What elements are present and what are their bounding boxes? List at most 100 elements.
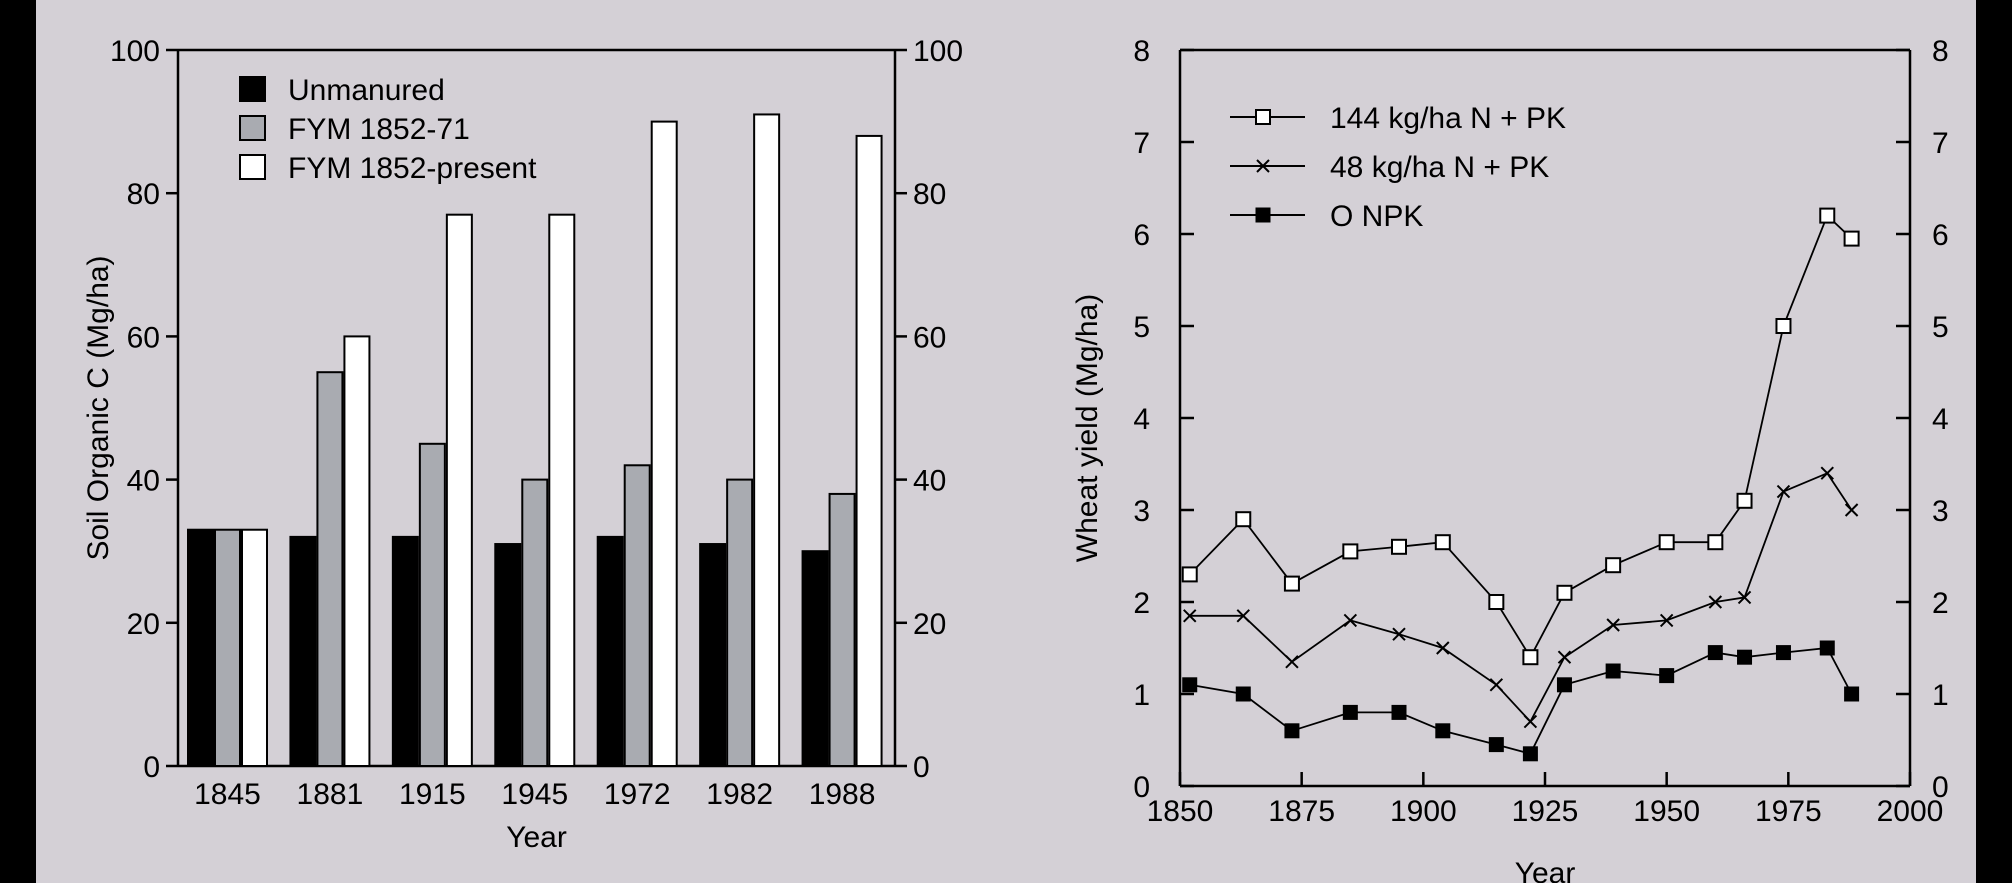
right-ytick-label-r: 0: [1932, 771, 1949, 804]
point-48-kg-ha-n-pk-1852: [1183, 609, 1197, 623]
right-legend-label: 48 kg/ha N + PK: [1330, 151, 1549, 184]
point-144-kg-ha-n-pk-1915: [1488, 594, 1505, 610]
point-48-kg-ha-n-pk-1929: [1557, 650, 1572, 664]
point-48-kg-ha-n-pk-1873: [1285, 655, 1299, 669]
point-48-kg-ha-n-pk-1885: [1343, 613, 1358, 628]
series-line-o-npk: [1189, 647, 1853, 755]
right-legend-marker-0: [1255, 109, 1271, 125]
right-xtick-label: 1975: [1755, 795, 1822, 828]
bar-unmanured-1972: [596, 535, 624, 767]
right-chart: 0 0 1 1 2 2 3 3 4 4 5 5 6 6 7 7 8 8 1850 1875 1900 1925 1950 19…: [1071, 35, 1949, 888]
bar-fym-1852-71-1945: [521, 478, 549, 767]
bar-fym-1852-present-1972: [650, 120, 678, 768]
point-48-kg-ha-n-pk-1988: [1844, 503, 1859, 517]
series-line-48-kg-ha-n-pk: [1189, 472, 1853, 724]
bar-fym-1852-present-1945: [548, 213, 576, 767]
point-144-kg-ha-n-pk-1885: [1342, 543, 1359, 560]
point-144-kg-ha-n-pk-1950: [1658, 534, 1675, 551]
point-48-kg-ha-n-pk-1950: [1659, 613, 1674, 628]
left-xtick-label: 1845: [194, 778, 261, 811]
right-x-axis-label: Year: [1515, 857, 1576, 883]
frame-right: [1976, 0, 2012, 883]
right-ytick-label-l: 0: [1133, 771, 1150, 804]
left-y-axis-label: Soil Organic C (Mg/ha): [82, 255, 115, 560]
point-o-npk-1915: [1488, 737, 1504, 753]
point-48-kg-ha-n-pk-1863: [1236, 609, 1250, 623]
left-xtick-label: 1982: [706, 778, 773, 811]
point-144-kg-ha-n-pk-1873: [1283, 575, 1300, 592]
bar-fym-1852-71-1845: [214, 528, 241, 767]
point-o-npk-1904: [1435, 723, 1451, 739]
right-ytick-label-r: 6: [1932, 219, 1949, 252]
right-ytick-label-r: 5: [1932, 311, 1949, 344]
bar-unmanured-1845: [187, 528, 214, 767]
point-144-kg-ha-n-pk-1966: [1736, 492, 1753, 509]
left-ytick-label-l: 0: [143, 751, 160, 784]
right-ytick-label-r: 1: [1932, 679, 1949, 712]
left-xtick-label: 1915: [399, 778, 466, 811]
point-48-kg-ha-n-pk-1915: [1489, 678, 1504, 692]
left-legend-label: FYM 1852-present: [288, 152, 537, 185]
right-xtick-label: 1925: [1512, 795, 1579, 828]
left-ytick-label-r: 40: [913, 465, 946, 498]
right-ytick-label-l: 7: [1133, 127, 1150, 160]
point-o-npk-1950: [1659, 668, 1675, 684]
bar-fym-1852-present-1881: [343, 335, 371, 767]
point-o-npk-1873: [1284, 723, 1300, 739]
right-legend-marker-2: [1255, 207, 1271, 223]
left-ytick-label-r: 80: [913, 178, 946, 211]
bar-unmanured-1982: [699, 543, 727, 767]
bar-unmanured-1881: [289, 535, 317, 767]
left-ytick-label-l: 80: [127, 178, 160, 211]
bar-unmanured-1988: [801, 550, 829, 768]
frame-left: [0, 0, 36, 883]
left-ytick-label-r: 0: [913, 751, 930, 784]
left-xtick-label: 1881: [297, 778, 364, 811]
bar-unmanured-1915: [391, 535, 419, 767]
point-o-npk-1922: [1522, 746, 1538, 762]
point-o-npk-1960: [1707, 645, 1723, 661]
bar-fym-1852-71-1881: [316, 371, 344, 767]
bar-fym-1852-71-1972: [623, 464, 651, 767]
point-144-kg-ha-n-pk-1863: [1235, 511, 1252, 528]
bar-fym-1852-71-1915: [418, 442, 446, 767]
left-legend-label: FYM 1852-71: [288, 113, 470, 146]
left-ytick-label-l: 40: [127, 465, 160, 498]
right-ytick-label-r: 8: [1932, 35, 1949, 68]
left-ytick-label-l: 60: [127, 321, 160, 354]
right-ytick-label-l: 5: [1133, 311, 1150, 344]
series-line-144-kg-ha-n-pk: [1189, 214, 1853, 660]
right-ytick-label-r: 2: [1932, 587, 1949, 620]
right-xtick-label: 1950: [1633, 795, 1700, 828]
left-ytick-label-r: 60: [913, 321, 946, 354]
point-o-npk-1939: [1605, 663, 1621, 679]
point-48-kg-ha-n-pk-1966: [1737, 590, 1752, 605]
bar-fym-1852-present-1982: [753, 113, 781, 767]
point-48-kg-ha-n-pk-1960: [1708, 595, 1723, 609]
left-legend-swatch-2: [239, 154, 266, 180]
point-144-kg-ha-n-pk-1983: [1819, 207, 1836, 224]
point-144-kg-ha-n-pk-1939: [1605, 557, 1622, 574]
right-ytick-label-l: 8: [1133, 35, 1150, 68]
right-xtick-label: 1850: [1147, 795, 1214, 828]
right-ytick-label-r: 4: [1932, 403, 1949, 436]
point-o-npk-1885: [1342, 704, 1358, 720]
point-o-npk-1852: [1182, 677, 1198, 693]
point-o-npk-1983: [1819, 640, 1835, 656]
point-o-npk-1966: [1737, 649, 1753, 665]
left-xtick-label: 1972: [604, 778, 671, 811]
point-48-kg-ha-n-pk-1974: [1776, 484, 1791, 499]
point-144-kg-ha-n-pk-1904: [1434, 534, 1451, 551]
right-legend-label: 144 kg/ha N + PK: [1330, 102, 1566, 135]
point-144-kg-ha-n-pk-1960: [1707, 534, 1724, 551]
right-xtick-label: 1875: [1268, 795, 1335, 828]
bar-fym-1852-present-1988: [855, 134, 883, 768]
point-48-kg-ha-n-pk-1895: [1392, 627, 1406, 641]
point-o-npk-1988: [1844, 686, 1860, 702]
bar-fym-1852-71-1982: [726, 478, 754, 767]
right-ytick-label-l: 6: [1133, 219, 1150, 252]
left-x-axis-label: Year: [506, 821, 567, 854]
right-y-axis-label: Wheat yield (Mg/ha): [1071, 294, 1104, 562]
